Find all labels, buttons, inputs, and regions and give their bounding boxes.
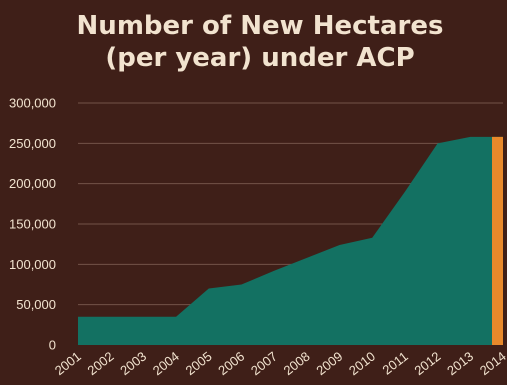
y-tick-label: 200,000 [9,176,56,191]
y-tick-label: 150,000 [9,217,56,232]
x-tick-label: 2008 [281,349,313,379]
x-axis-ticks: 2001 2002 2003 2004 2005 2006 2007 2008 2009 2010… [52,349,507,379]
x-tick-label: 2005 [183,349,215,379]
y-tick-label: 300,000 [9,96,56,111]
y-tick-label: 50,000 [16,297,56,312]
y-axis-ticks: 0 50,000 100,000 150,000 200,000 250,000 300,0… [9,96,56,353]
x-tick-label: 2009 [313,349,345,379]
y-tick-label: 100,000 [9,257,56,272]
chart-title-line-1: Number of New Hectares [76,11,444,41]
area-series [78,136,503,345]
x-tick-label: 2007 [248,349,280,379]
x-tick-label: 2010 [346,349,378,379]
x-tick-label: 2003 [117,349,149,379]
chart-title: Number of New Hectares (per year) under … [0,10,507,74]
x-tick-label: 2013 [444,349,476,379]
x-tick-label: 2002 [85,349,117,379]
x-tick-label: 2011 [379,349,410,378]
x-tick-label: 2006 [215,349,247,379]
x-tick-label: 2004 [150,349,182,379]
area-fill [78,136,503,345]
x-tick-label: 2012 [411,349,443,379]
y-tick-label: 0 [49,338,56,353]
y-tick-label: 250,000 [9,136,56,151]
x-tick-label: 2014 [477,349,507,379]
chart-title-line-2: (per year) under ACP [105,43,415,73]
x-tick-label: 2001 [52,349,84,379]
highlight-bar [492,136,503,345]
